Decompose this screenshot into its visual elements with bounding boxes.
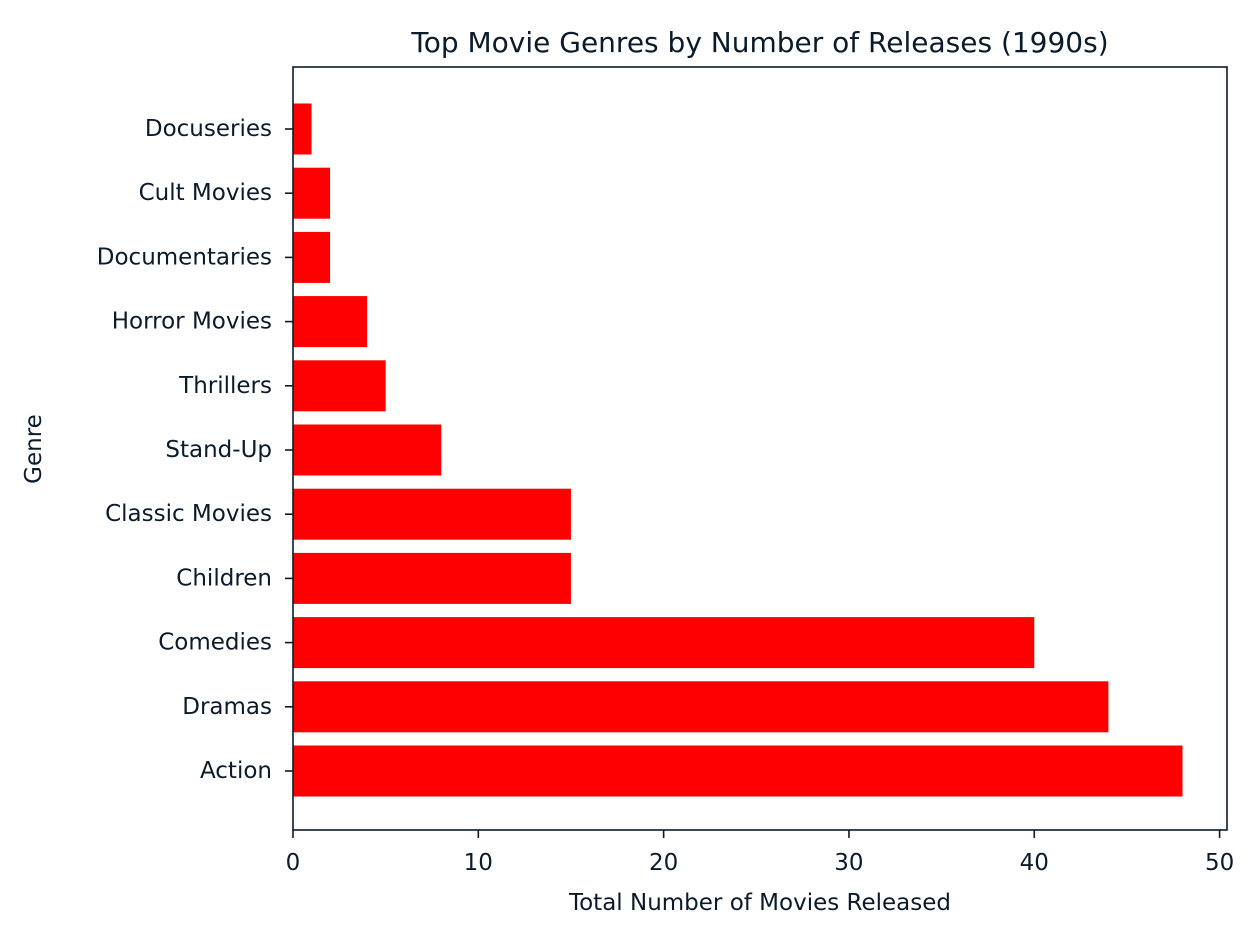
y-tick-label-comedies: Comedies (158, 630, 272, 656)
bar-classic-movies (293, 488, 571, 540)
y-tick-label-horror-movies: Horror Movies (112, 309, 272, 335)
y-axis-ticks: Action Dramas Comedies Children Classic Movi… (97, 116, 293, 784)
y-tick-label-dramas: Dramas (182, 694, 272, 720)
x-tick-label-40: 40 (1020, 850, 1049, 876)
y-tick-label-cult-movies: Cult Movies (139, 180, 272, 206)
x-tick-label-0: 0 (286, 850, 301, 876)
y-tick-label-docuseries: Docuseries (145, 116, 272, 142)
y-tick-label-documentaries: Documentaries (97, 244, 272, 270)
y-tick-label-stand-up: Stand-Up (165, 437, 272, 463)
x-tick-label-50: 50 (1205, 850, 1234, 876)
y-tick-label-children: Children (176, 565, 272, 591)
bar-dramas (293, 681, 1109, 733)
x-axis-label: Total Number of Movies Released (568, 890, 951, 916)
bar-cult-movies (293, 167, 331, 219)
x-tick-label-30: 30 (834, 850, 863, 876)
bar-action (293, 745, 1183, 797)
bar-stand-up (293, 424, 442, 476)
x-axis-ticks: 0 10 20 30 40 50 (286, 830, 1234, 876)
plot-frame (292, 66, 1228, 831)
bar-comedies (293, 617, 1035, 669)
bar-children (293, 552, 571, 604)
x-tick-label-20: 20 (649, 850, 678, 876)
y-tick-label-thrillers: Thrillers (178, 373, 272, 399)
bar-docuseries (293, 103, 312, 155)
chart-title: Top Movie Genres by Number of Releases (… (410, 26, 1108, 59)
bar-documentaries (293, 231, 331, 283)
bars-group (293, 103, 1183, 797)
y-tick-label-classic-movies: Classic Movies (105, 501, 272, 527)
bar-horror-movies (293, 296, 368, 348)
x-tick-label-10: 10 (464, 850, 493, 876)
bar-thrillers (293, 360, 386, 412)
y-axis-label: Genre (21, 414, 47, 484)
y-tick-label-action: Action (200, 758, 272, 784)
